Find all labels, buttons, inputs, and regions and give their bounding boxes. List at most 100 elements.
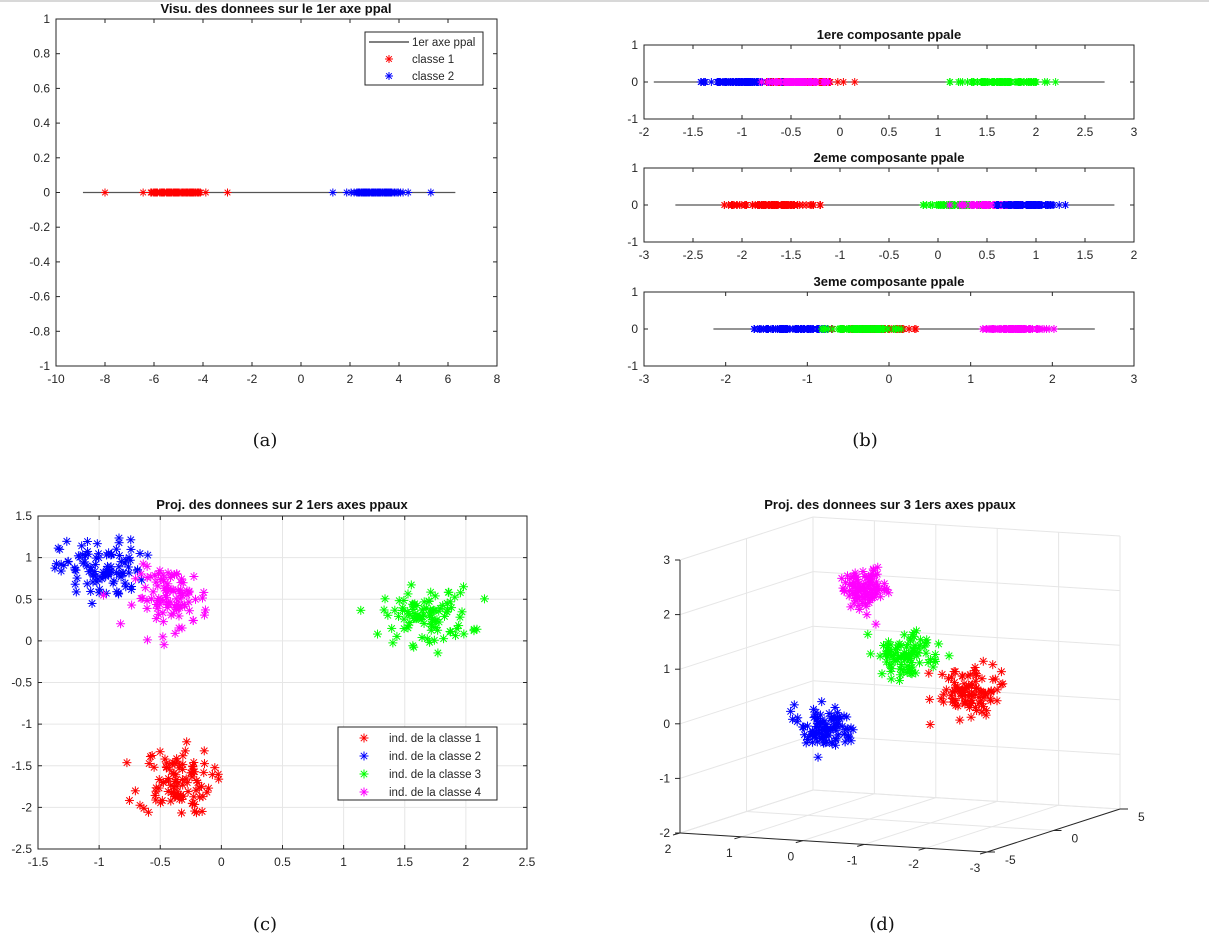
panel-d-ticks: -2 -1 0 1 2 3 2 1 0 -1 -2 -3 -5 0 5 bbox=[659, 553, 1145, 875]
data-point-classe3 bbox=[388, 638, 398, 648]
panel-b-sub1-xtick-label: 1.5 bbox=[979, 125, 996, 139]
series-classe3 bbox=[356, 580, 489, 658]
data-point-classe1 bbox=[149, 762, 159, 772]
z-tick-label: 0 bbox=[663, 717, 670, 731]
data-point-classe4 bbox=[777, 78, 786, 86]
data-point-classe2 bbox=[114, 538, 124, 548]
data-point-classe2 bbox=[1034, 201, 1043, 209]
data-point-classe1 bbox=[167, 787, 177, 797]
panel-b-sub2-xtick-label: 1 bbox=[1033, 248, 1040, 262]
data-point-classe4 bbox=[757, 78, 766, 86]
panel-a-xtick-label: 8 bbox=[494, 372, 501, 386]
x-tick-label: 1 bbox=[726, 846, 733, 860]
series-classe2 bbox=[328, 188, 435, 197]
data-point-classe1 bbox=[183, 787, 193, 797]
data-point-classe4 bbox=[137, 593, 147, 603]
legend-marker-classe3 bbox=[359, 769, 369, 779]
data-point-classe4 bbox=[1035, 325, 1044, 333]
data-point-classe3 bbox=[442, 598, 452, 608]
panel-a-ytick-label: 0.4 bbox=[33, 116, 50, 130]
z-tick-label: -1 bbox=[659, 771, 670, 785]
data-point-classe3 bbox=[1016, 78, 1025, 86]
data-point-classe1 bbox=[992, 696, 1002, 706]
panel-a-xtick-label: -4 bbox=[198, 372, 209, 386]
data-point-classe4 bbox=[190, 594, 200, 604]
panel-a-xtick-label: -10 bbox=[47, 372, 65, 386]
data-point-classe1 bbox=[184, 188, 193, 197]
data-point-classe4 bbox=[177, 623, 187, 633]
data-point-classe1 bbox=[943, 674, 953, 684]
data-point-classe1 bbox=[101, 188, 109, 197]
data-point-classe1 bbox=[996, 667, 1006, 677]
data-point-classe1 bbox=[163, 774, 173, 784]
series-classe2 bbox=[786, 697, 858, 762]
data-point-classe4 bbox=[170, 628, 180, 638]
data-point-classe2 bbox=[109, 576, 119, 586]
data-point-classe3 bbox=[417, 633, 427, 643]
data-point-classe3 bbox=[469, 626, 479, 636]
data-point-classe2 bbox=[117, 568, 127, 578]
x-tick-label: -2 bbox=[908, 857, 919, 871]
data-point-classe1 bbox=[977, 674, 987, 684]
panel-a-xtick-label: 4 bbox=[396, 372, 403, 386]
data-point-classe2 bbox=[833, 730, 843, 740]
y-tick-label: -5 bbox=[1005, 853, 1016, 867]
data-point-classe3 bbox=[387, 623, 397, 633]
data-point-classe2 bbox=[71, 587, 81, 597]
data-point-classe2 bbox=[830, 702, 840, 712]
data-point-classe3 bbox=[373, 629, 383, 639]
data-point-classe3 bbox=[895, 639, 905, 649]
data-point-classe1 bbox=[966, 712, 976, 722]
data-point-classe3 bbox=[855, 325, 864, 333]
data-point-classe3 bbox=[397, 605, 407, 615]
data-point-classe2 bbox=[120, 558, 130, 568]
data-point-classe4 bbox=[151, 577, 161, 587]
panel-a-xtick-label: 6 bbox=[445, 372, 452, 386]
data-point-classe3 bbox=[994, 78, 1003, 86]
data-point-classe1 bbox=[976, 687, 986, 697]
data-point-classe3 bbox=[444, 587, 454, 597]
data-point-classe3 bbox=[921, 648, 931, 658]
panel-c-ytick-label: -0.5 bbox=[11, 676, 32, 690]
data-point-classe1 bbox=[955, 715, 965, 725]
data-point-classe3 bbox=[886, 674, 896, 684]
data-point-classe1 bbox=[187, 772, 197, 782]
panel-b-sub3-xtick-label: 1 bbox=[967, 372, 974, 386]
grid-back-horizontal bbox=[812, 516, 1121, 537]
data-point-classe4 bbox=[820, 78, 829, 86]
data-point-classe2 bbox=[63, 556, 73, 566]
data-point-classe1 bbox=[941, 685, 951, 695]
panel-d-title: Proj. des donnees sur 3 1ers axes ppaux bbox=[764, 497, 1016, 512]
data-point-classe1 bbox=[985, 694, 995, 704]
data-point-classe2 bbox=[88, 577, 98, 587]
panel-b-sub3-ytick-label: 0 bbox=[631, 322, 638, 336]
data-point-classe2 bbox=[82, 579, 92, 589]
data-point-classe2 bbox=[999, 201, 1008, 209]
data-point-classe1 bbox=[180, 746, 190, 756]
caption-a: (a) bbox=[253, 430, 278, 451]
data-point-classe3 bbox=[455, 588, 465, 598]
panel-a: Visu. des donnees sur le 1er axe ppal -1… bbox=[29, 1, 500, 451]
data-point-classe3 bbox=[969, 78, 978, 86]
data-point-classe2 bbox=[70, 579, 80, 589]
data-point-classe1 bbox=[144, 759, 154, 769]
panel-b-sub2-xtick-label: 0.5 bbox=[979, 248, 996, 262]
data-point-classe4 bbox=[173, 585, 183, 595]
panel-c-xtick-label: 2.5 bbox=[519, 855, 536, 869]
panel-b-sub3-xtick-label: -3 bbox=[639, 372, 650, 386]
data-point-classe2 bbox=[126, 535, 136, 545]
caption-d: (d) bbox=[869, 914, 895, 935]
data-point-classe3 bbox=[406, 580, 416, 590]
panel-b-sub3-xtick-label: 0 bbox=[886, 372, 893, 386]
data-point-classe4 bbox=[862, 572, 872, 582]
panel-b-sub2-ytick-label: -1 bbox=[627, 235, 638, 249]
panel-c-xtick-label: -1 bbox=[94, 855, 105, 869]
panel-b-sub3-ytick-label: -1 bbox=[627, 359, 638, 373]
data-point-classe1 bbox=[195, 792, 205, 802]
data-point-classe1 bbox=[967, 690, 977, 700]
data-point-classe3 bbox=[425, 637, 435, 647]
panel-a-xtick-label: 0 bbox=[298, 372, 305, 386]
data-point-classe1 bbox=[793, 201, 802, 209]
x-tick-mark bbox=[857, 843, 865, 847]
data-point-classe3 bbox=[836, 325, 845, 333]
